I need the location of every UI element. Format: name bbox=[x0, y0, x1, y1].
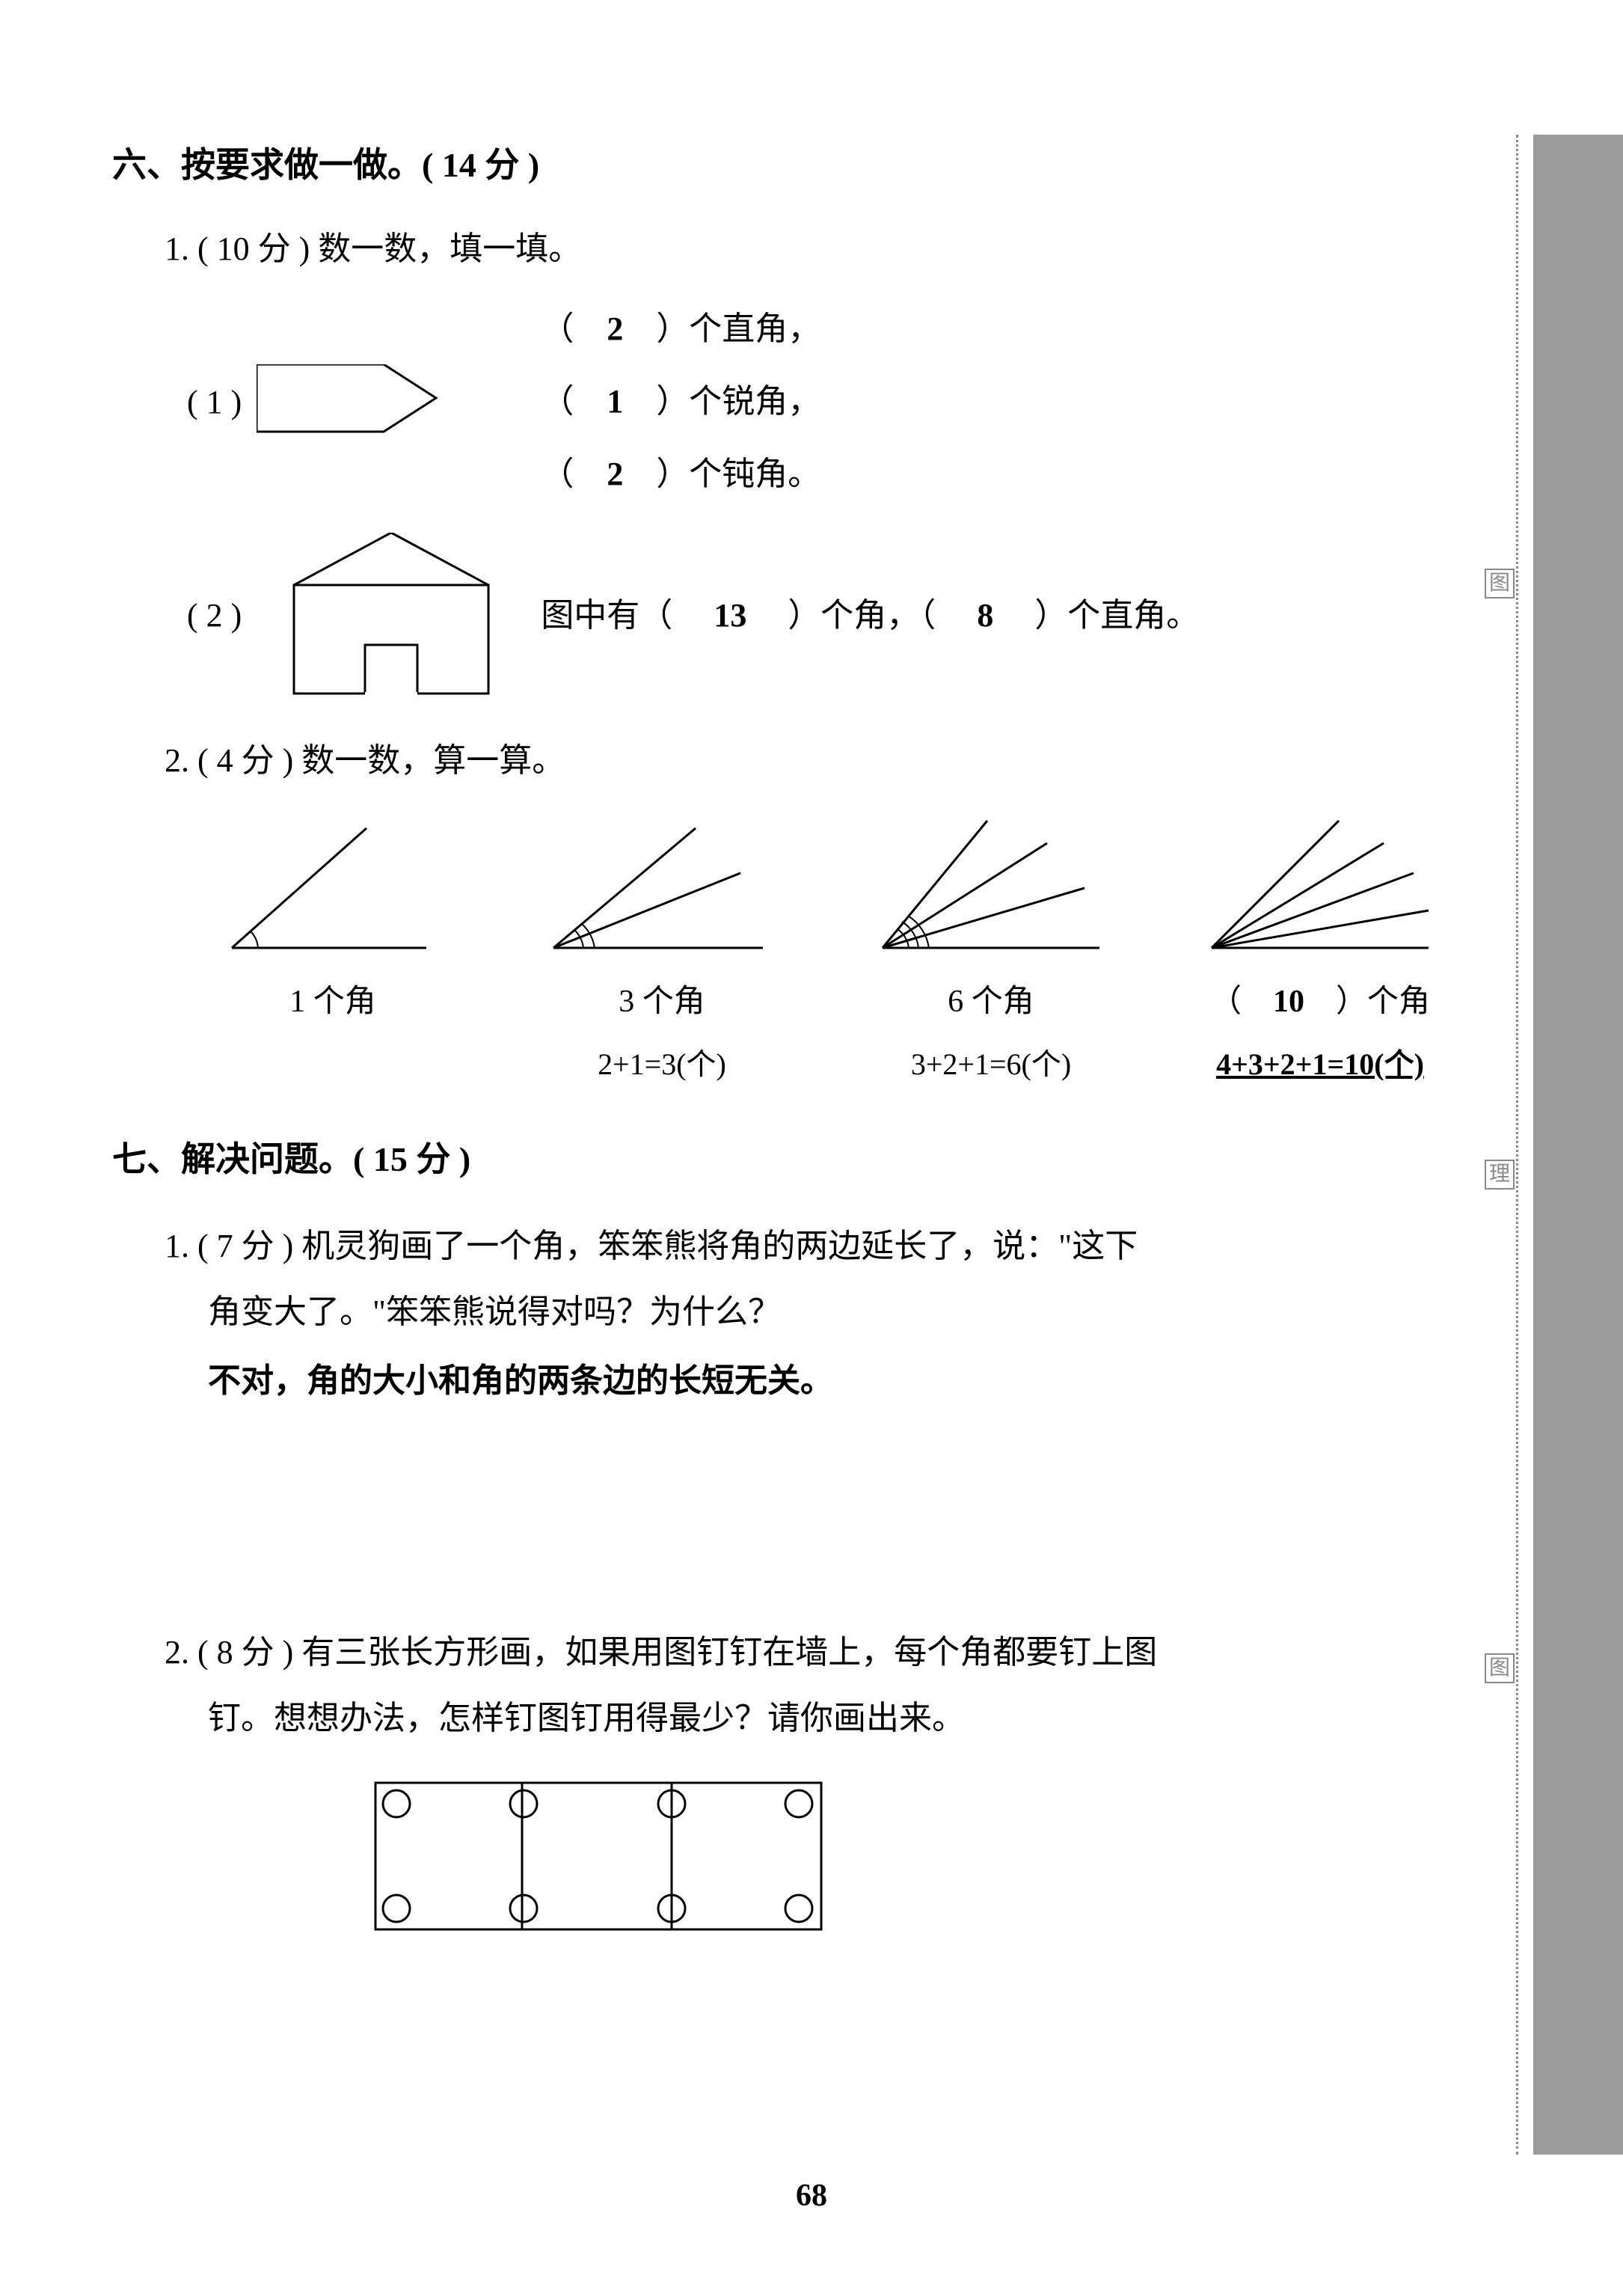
side-icon-1: 图 bbox=[1485, 569, 1515, 599]
angle-label-4: （ 10 ）个角 bbox=[1210, 974, 1430, 1031]
q1-part1-answers: （ 2 ）个直角， （ 1 ）个锐角， （ 2 ）个钝角。 bbox=[541, 293, 820, 510]
acute-angle-answer: （ 1 ）个锐角， bbox=[541, 366, 820, 438]
angle-item-1: 1 个角 bbox=[180, 813, 486, 1092]
house-shape bbox=[286, 533, 496, 697]
angle-item-4: （ 10 ）个角 4+3+2+1=10(个) bbox=[1167, 813, 1473, 1092]
section7-q1-line2: 角变大了。"笨笨熊说得对吗？为什么？ bbox=[208, 1279, 1473, 1345]
worksheet-page: 六、按要求做一做。( 14 分 ) 1. ( 10 分 ) 数一数，填一填。 (… bbox=[0, 0, 1623, 2024]
pins-diagram bbox=[374, 1781, 823, 1931]
rectangles-diagram bbox=[374, 1781, 1473, 1950]
angle-diagram-2 bbox=[546, 813, 778, 963]
q1-part2-mid: ）个角，（ bbox=[788, 597, 936, 634]
side-margin-bar bbox=[1533, 135, 1623, 2155]
section6-q2: 2. ( 4 分 ) 数一数，算一算。 1 个角 bbox=[165, 731, 1473, 1092]
angle-calc-3: 3+2+1=6(个) bbox=[911, 1038, 1071, 1092]
q1-part2-before: 图中有（ bbox=[541, 597, 672, 634]
angle-calc-4: 4+3+2+1=10(个) bbox=[1216, 1038, 1424, 1092]
obtuse-angle-answer: （ 2 ）个钝角。 bbox=[541, 438, 820, 511]
section6-q1-part1: ( 1 ) （ 2 ）个直角， （ 1 ）个锐角， （ 2 ）个钝角。 bbox=[187, 293, 1473, 510]
q1-part2-text: 图中有（ 13 ）个角，（ 8 ）个直角。 bbox=[541, 586, 1199, 645]
right-angle-count: 2 bbox=[607, 310, 623, 347]
side-icon-2: 理 bbox=[1485, 1160, 1515, 1190]
angle-diagram-3 bbox=[875, 813, 1107, 963]
section6-q1-heading: 1. ( 10 分 ) 数一数，填一填。 bbox=[165, 219, 1473, 278]
section7-q1-answer: 不对，角的大小和角的两条边的长短无关。 bbox=[208, 1351, 1473, 1410]
angles-row: 1 个角 3 个角 2+1=3(个) bbox=[180, 813, 1473, 1092]
q1-part2-after: ）个直角。 bbox=[1034, 597, 1199, 634]
q1-part1-left: ( 1 ) bbox=[187, 364, 451, 439]
section7-q1: 1. ( 7 分 ) 机灵狗画了一个角，笨笨熊将角的两边延长了，说："这下 角变… bbox=[165, 1213, 1473, 1410]
angle-diagram-4 bbox=[1204, 813, 1436, 963]
acute-angle-count: 1 bbox=[607, 383, 623, 420]
binding-dotted-line bbox=[1516, 135, 1518, 2155]
page-number: 68 bbox=[796, 2178, 827, 2214]
section6-q1: 1. ( 10 分 ) 数一数，填一填。 ( 1 ) （ 2 ）个直角， （ 1… bbox=[165, 219, 1473, 698]
right-angles-2: 8 bbox=[977, 597, 993, 634]
angle-calc-2: 2+1=3(个) bbox=[598, 1038, 726, 1092]
angle-label-1: 1 个角 bbox=[289, 974, 376, 1031]
angle4-suffix: ）个角 bbox=[1336, 985, 1430, 1019]
pentagon-arrow-shape bbox=[257, 364, 451, 439]
angle-label-2: 3 个角 bbox=[619, 974, 705, 1031]
section7-q1-line1: 1. ( 7 分 ) 机灵狗画了一个角，笨笨熊将角的两边延长了，说："这下 bbox=[165, 1213, 1473, 1279]
angle-item-3: 6 个角 3+2+1=6(个) bbox=[838, 813, 1144, 1092]
angle-item-2: 3 个角 2+1=3(个) bbox=[509, 813, 815, 1092]
section7-q2-line1: 2. ( 8 分 ) 有三张长方形画，如果用图钉钉在墙上，每个角都要钉上图 bbox=[165, 1620, 1473, 1686]
angle4-prefix: （ bbox=[1210, 985, 1242, 1019]
angle-calc-1 bbox=[329, 1038, 337, 1092]
section7-q2-line2: 钉。想想办法，怎样钉图钉用得最少？请你画出来。 bbox=[208, 1686, 1473, 1751]
angle-diagram-1 bbox=[217, 813, 449, 963]
angle-label-3: 6 个角 bbox=[948, 974, 1034, 1031]
total-angles: 13 bbox=[714, 597, 746, 634]
section6-q1-part2: ( 2 ) 图中有（ 13 ）个角，（ 8 ）个直角。 bbox=[187, 533, 1473, 697]
q1-part2-label: ( 2 ) bbox=[187, 586, 242, 645]
right-angle-answer: （ 2 ）个直角， bbox=[541, 293, 820, 366]
obtuse-angle-label: ）个钝角。 bbox=[656, 456, 820, 492]
section7-q2: 2. ( 8 分 ) 有三张长方形画，如果用图钉钉在墙上，每个角都要钉上图 钉。… bbox=[165, 1620, 1473, 1950]
acute-angle-label: ）个锐角， bbox=[656, 383, 820, 420]
section7-heading: 七、解决问题。( 15 分 ) bbox=[112, 1129, 1473, 1191]
angle4-answer: 10 bbox=[1273, 985, 1304, 1019]
q1-part1-label: ( 1 ) bbox=[187, 373, 242, 432]
obtuse-angle-count: 2 bbox=[607, 456, 623, 492]
right-angle-label: ）个直角， bbox=[656, 310, 820, 347]
section6-heading: 六、按要求做一做。( 14 分 ) bbox=[112, 135, 1473, 197]
section6-q2-heading: 2. ( 4 分 ) 数一数，算一算。 bbox=[165, 731, 1473, 790]
side-icon-3: 图 bbox=[1485, 1653, 1515, 1683]
